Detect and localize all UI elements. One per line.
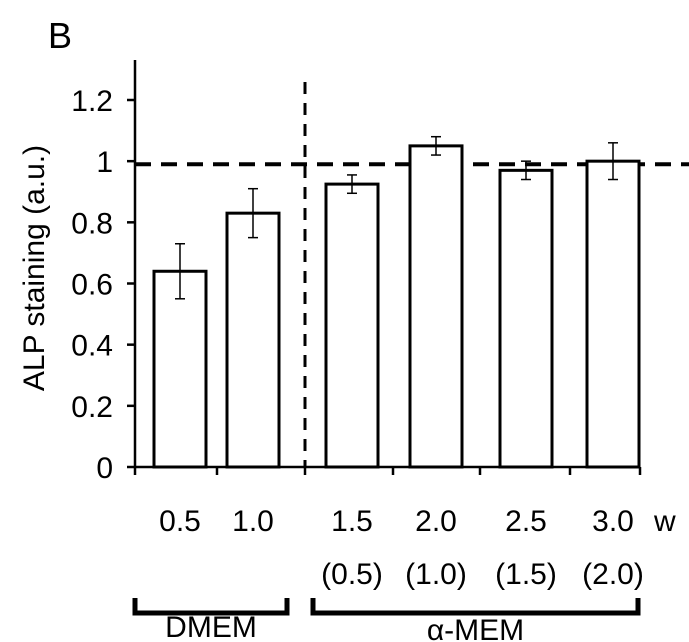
y-axis-label: ALP staining (a.u.) bbox=[18, 145, 51, 391]
y-tick-label: 0.2 bbox=[71, 391, 113, 424]
group-label: DMEM bbox=[165, 611, 257, 642]
x-tick-label: 0.5 bbox=[159, 505, 201, 538]
bar bbox=[408, 144, 464, 469]
x-tick-sublabel: (2.0) bbox=[582, 558, 644, 591]
y-ticks: 0 0.2 0.4 0.6 0.8 1 1.2 bbox=[71, 85, 135, 485]
x-tick-label: 2.5 bbox=[505, 505, 547, 538]
x-ticks bbox=[133, 467, 642, 475]
group-brackets: DMEM α-MEM bbox=[132, 598, 641, 642]
y-tick-label: 0.4 bbox=[71, 330, 113, 363]
y-tick-label: 0.8 bbox=[71, 207, 113, 240]
bar bbox=[225, 211, 281, 469]
group-bracket bbox=[310, 598, 641, 616]
y-tick-label: 1.2 bbox=[71, 85, 113, 118]
x-tick-sublabel: (0.5) bbox=[321, 558, 383, 591]
y-tick-label: 0.6 bbox=[71, 269, 113, 302]
x-tick-label: 3.0 bbox=[592, 505, 634, 538]
x-unit-label: w bbox=[653, 505, 676, 538]
error-bars bbox=[175, 135, 618, 300]
y-tick-label: 1 bbox=[96, 146, 113, 179]
x-tick-label: 1.5 bbox=[331, 505, 373, 538]
x-tick-label: 2.0 bbox=[415, 505, 457, 538]
group-bracket bbox=[132, 598, 290, 616]
bar bbox=[324, 182, 380, 469]
bar bbox=[585, 159, 641, 469]
bars bbox=[152, 144, 641, 469]
x-tick-sublabel: (1.5) bbox=[495, 558, 557, 591]
bar bbox=[152, 269, 208, 469]
group-label: α-MEM bbox=[427, 614, 524, 642]
x-tick-labels: 0.5 1.0 1.5 (0.5) 2.0 (1.0) 2.5 (1.5) 3.0 (2.0) w bbox=[159, 505, 676, 591]
panel-label: B bbox=[48, 15, 72, 56]
x-tick-sublabel: (1.0) bbox=[405, 558, 467, 591]
x-tick-label: 1.0 bbox=[232, 505, 274, 538]
y-tick-label: 0 bbox=[96, 452, 113, 485]
bar bbox=[498, 168, 554, 469]
